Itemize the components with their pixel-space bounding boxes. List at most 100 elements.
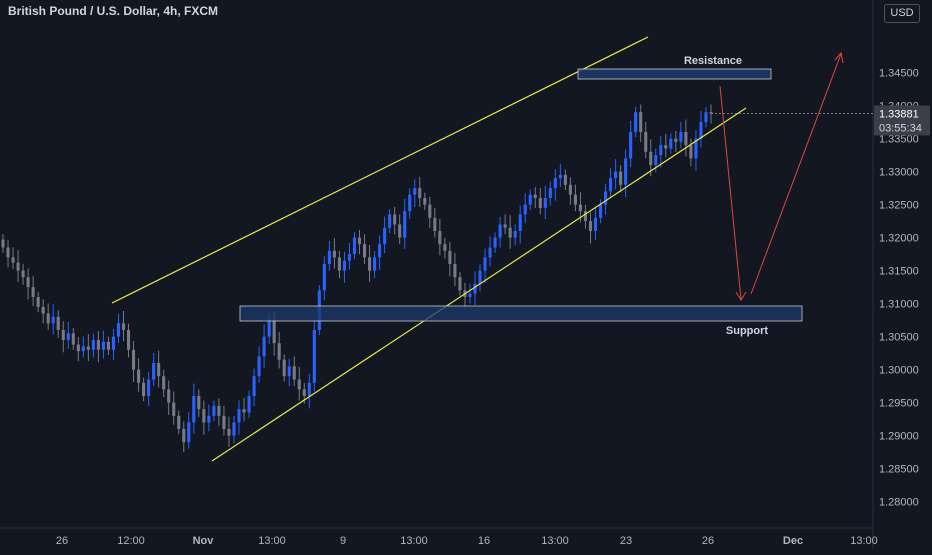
candle-body	[31, 287, 35, 297]
candle-body	[131, 349, 136, 370]
candle-body	[659, 145, 663, 156]
candle-body	[403, 211, 407, 238]
candle-body	[614, 171, 618, 179]
y-tick-label: 1.33500	[879, 134, 919, 146]
y-tick-label: 1.29000	[879, 431, 919, 443]
candle-body	[297, 379, 301, 390]
y-tick-label: 1.34500	[879, 68, 919, 80]
y-tick-label: 1.31500	[879, 266, 919, 278]
candle-body	[493, 237, 497, 248]
support-zone	[239, 305, 803, 322]
candle-body	[694, 138, 698, 159]
candle-body	[398, 224, 402, 238]
x-tick-label: 12:00	[117, 535, 145, 547]
projection-arrowhead-down	[735, 291, 747, 301]
candle-body	[448, 250, 452, 264]
candle-body	[222, 415, 226, 429]
y-tick-label: 1.29500	[879, 398, 919, 410]
candle-body	[16, 262, 20, 271]
candle-body	[272, 320, 276, 344]
candle-body	[433, 217, 437, 231]
candle-body	[247, 396, 251, 413]
candle-body	[182, 429, 186, 443]
candle-body	[593, 217, 598, 231]
candle-body	[669, 138, 673, 149]
candle-body	[573, 194, 577, 205]
currency-button[interactable]: USD	[884, 4, 920, 23]
candle-body	[126, 330, 131, 350]
candle-body	[378, 244, 382, 258]
candle-body	[237, 409, 241, 423]
x-tick-label: 26	[702, 535, 714, 547]
candle-body	[679, 132, 683, 142]
candle-body	[277, 343, 281, 360]
candle-body	[262, 336, 266, 357]
candle-body	[267, 320, 271, 337]
candle-body	[157, 363, 161, 377]
y-tick-label: 1.28000	[879, 497, 919, 509]
candle-body	[11, 257, 15, 263]
candle-body	[91, 339, 95, 350]
candle-body	[388, 214, 392, 228]
candle-body	[568, 184, 572, 195]
candle-body	[202, 409, 206, 423]
candle-body	[473, 283, 477, 294]
candle-body	[428, 204, 432, 218]
candle-body	[51, 316, 55, 324]
candle-body	[352, 237, 357, 255]
candle-body	[533, 194, 537, 198]
candle-body	[458, 277, 462, 291]
candle-body	[282, 359, 286, 377]
candle-body	[709, 112, 713, 114]
x-tick-label: 13:00	[400, 535, 428, 547]
candle-body	[212, 405, 216, 416]
candle-body	[699, 122, 703, 139]
y-tick-label: 1.30500	[879, 332, 919, 344]
candle-body	[106, 341, 111, 350]
candle-body	[167, 389, 171, 403]
candle-body	[528, 194, 532, 205]
candle-body	[538, 198, 542, 208]
candle-body	[36, 297, 40, 307]
candle-body	[438, 231, 442, 245]
candle-body	[644, 132, 648, 152]
candle-body	[649, 151, 653, 165]
candle-body	[6, 247, 10, 258]
countdown-text: 03:55:34	[879, 122, 922, 134]
candle-body	[654, 155, 658, 165]
candle-body	[207, 415, 211, 423]
candle-body	[543, 198, 547, 208]
candle-body	[21, 270, 25, 278]
y-tick-label: 1.30000	[879, 365, 919, 377]
candle-body	[187, 422, 191, 443]
candle-body	[704, 112, 708, 123]
resistance-zone	[577, 68, 772, 80]
candle-body	[488, 247, 492, 258]
candle-body	[342, 260, 347, 271]
candle-body	[86, 346, 90, 350]
candle-body	[498, 224, 502, 238]
candle-body	[332, 250, 336, 258]
candle-body	[71, 333, 75, 345]
candle-body	[639, 112, 643, 132]
candle-body	[227, 429, 231, 436]
projection-arrow-down	[719, 85, 742, 300]
candle-body	[137, 369, 141, 383]
candle-body	[478, 270, 482, 284]
y-tick-label: 1.28500	[879, 464, 919, 476]
last-price-text: 1.33881	[879, 108, 919, 120]
candle-body	[292, 366, 296, 380]
y-tick-label: 1.31000	[879, 299, 919, 311]
candle-body	[46, 313, 50, 324]
candle-body	[373, 257, 377, 271]
candle-body	[563, 174, 567, 185]
candle-body	[588, 221, 593, 231]
candle-body	[413, 188, 417, 195]
candle-body	[548, 188, 552, 198]
x-tick-label: Dec	[783, 535, 803, 547]
candle-body	[96, 339, 100, 350]
candle-body	[674, 138, 678, 142]
candle-body	[453, 264, 457, 278]
